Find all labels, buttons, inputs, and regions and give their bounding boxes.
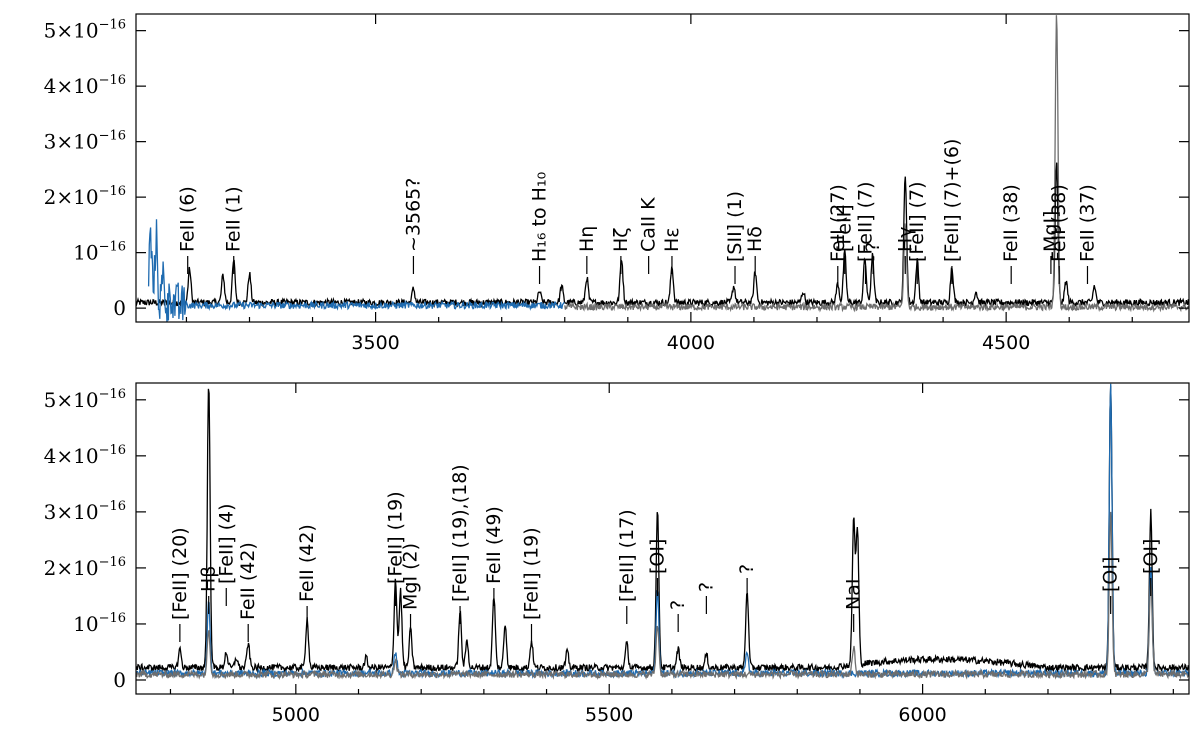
y-tick-label: 3×10−16 [44, 499, 126, 524]
x-tick-label: 4000 [667, 332, 715, 354]
line-id-label: [FeII] [834, 204, 856, 252]
y-tick-label: 2×10−16 [44, 184, 126, 209]
series-trace-0 [136, 385, 1189, 674]
series-trace-1 [147, 219, 565, 322]
y-tick-label: 2×10−16 [44, 555, 126, 580]
line-id-label: FeII (49) [483, 506, 505, 584]
series-trace-2 [136, 511, 1189, 681]
line-id-label: CaII K [638, 197, 660, 252]
line-id-label: [OI] [1100, 557, 1122, 592]
x-tick-label: 4500 [982, 332, 1030, 354]
bottom-panel: 5000 5500 6000 0 10−16 2×10−16 3×10−16 4×10−16 5… [44, 382, 1190, 726]
y-tick-label: 3×10−16 [44, 129, 126, 154]
series-group [136, 15, 1189, 322]
line-id-label: [FeII] (17) [616, 509, 638, 602]
line-id-label: FeII (27) [827, 184, 849, 262]
line-id-label: [FeII] (19) [384, 491, 406, 584]
x-tick-label: 3500 [351, 332, 399, 354]
plot-frame [135, 382, 1190, 695]
line-id-label: Hη [576, 226, 598, 252]
line-id-label: MgI (2) [400, 543, 422, 610]
top-panel: 3500 4000 4500 0 10−16 2×10−16 3×10−16 4×10−16 5… [44, 13, 1190, 354]
line-id-label: Hδ [744, 226, 766, 252]
x-tick-label: 5500 [585, 704, 633, 726]
line-id-label: FeII (38) [1000, 184, 1022, 262]
line-id-label: [OI] [1140, 539, 1162, 574]
line-id-label: [FeII] (19),(18) [449, 464, 471, 602]
y-tick-label: 10−16 [73, 240, 126, 265]
line-id-label: [FeII] (7) [906, 181, 928, 262]
y-tick-label: 5×10−16 [44, 387, 126, 412]
line-id-label: ? [667, 600, 689, 610]
y-tick-label: 5×10−16 [44, 18, 126, 43]
series-trace-1 [136, 383, 1189, 680]
line-id-label: ? [736, 564, 758, 574]
line-id-label: [FeII] (20) [169, 527, 191, 620]
line-id-label: FeII (38) [1048, 184, 1070, 262]
x-tick-label: 5000 [272, 704, 320, 726]
line-id-label: FeII (1) [223, 186, 245, 252]
line-id-label: ? [695, 582, 717, 592]
y-tick-label: 4×10−16 [44, 73, 126, 98]
series-group [136, 383, 1189, 681]
line-id-label: FeII (37) [1076, 184, 1098, 262]
y-tick-label: 10−16 [73, 611, 126, 636]
line-id-label: NaI [843, 579, 865, 610]
series-trace-2 [564, 15, 1189, 313]
x-tick-label: 6000 [898, 704, 946, 726]
line-id-label: Hζ [610, 227, 632, 252]
line-id-label: H₁₆ to H₁₀ [529, 172, 551, 262]
line-id-label: FeII (6) [177, 186, 199, 252]
line-id-label: [FeII] (7)+(6) [941, 139, 963, 262]
line-id-label: FeII (42) [296, 524, 318, 602]
line-id-label: [FeII] (19) [521, 527, 543, 620]
y-tick-label: 4×10−16 [44, 443, 126, 468]
line-id-label: Hε [661, 227, 683, 252]
line-id-label: ~3565? [402, 178, 424, 252]
line-id-label: [OI] [646, 539, 668, 574]
plot-frame [135, 13, 1190, 323]
line-id-label: FeII (42) [237, 542, 259, 620]
line-id-label: MgI] [1040, 211, 1062, 252]
line-id-label: [SII] (1) [724, 191, 746, 262]
line-id-label: ? [862, 242, 884, 252]
line-id-label: [FeII] (7) [855, 181, 877, 262]
line-id-label: Hβ [198, 566, 220, 592]
y-tick-label: 0 [113, 296, 126, 320]
y-tick-label: 0 [113, 668, 126, 692]
line-id-label: [FeII] (4) [215, 503, 237, 584]
line-id-label: Hγ [894, 226, 916, 252]
